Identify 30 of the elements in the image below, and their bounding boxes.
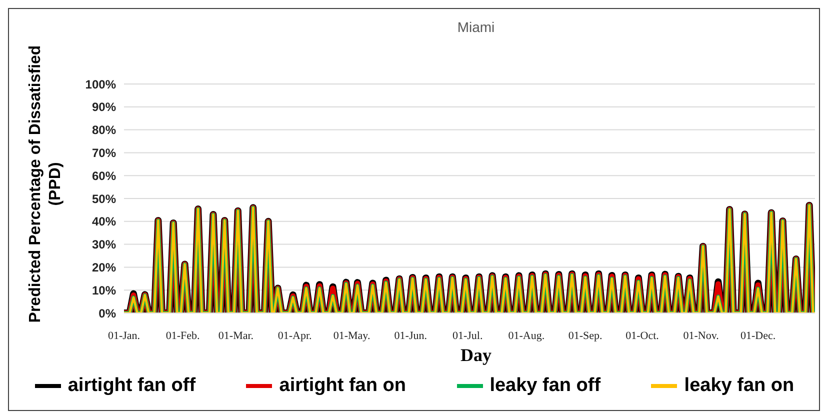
legend-label: airtight fan off bbox=[68, 375, 196, 397]
legend-label: leaky fan on bbox=[684, 375, 794, 397]
y-tick-label: 40% bbox=[92, 214, 116, 229]
y-tick-label: 100% bbox=[85, 77, 116, 92]
y-tick-label: 80% bbox=[92, 123, 116, 138]
x-tick-label: 01-Oct. bbox=[626, 330, 660, 342]
y-tick-label: 90% bbox=[92, 100, 116, 114]
chart-title: Miami bbox=[456, 19, 496, 35]
y-tick-label: 0% bbox=[98, 306, 116, 320]
x-tick-label: 01-Mar. bbox=[218, 330, 254, 342]
x-tick-label: 01-May. bbox=[333, 330, 370, 342]
x-tick-label: 01-Feb. bbox=[166, 330, 200, 342]
y-tick-label: 50% bbox=[92, 192, 116, 206]
y-tick-label: 10% bbox=[92, 283, 116, 298]
x-tick-label: 01-Nov. bbox=[683, 330, 720, 342]
x-axis-title: Day bbox=[460, 344, 492, 367]
x-tick-label: 01-Aug. bbox=[508, 330, 545, 342]
x-tick-label: 01-Jun. bbox=[394, 330, 428, 342]
x-tick-label: 01-Apr. bbox=[278, 330, 312, 342]
legend-label: leaky fan off bbox=[490, 375, 601, 397]
legend-label: airtight fan on bbox=[279, 375, 406, 397]
x-tick-label: 01-Jan. bbox=[108, 330, 140, 342]
x-tick-label: 01-Sep. bbox=[568, 330, 602, 342]
y-tick-label: 30% bbox=[92, 238, 116, 252]
x-tick-label: 01-Dec. bbox=[740, 330, 776, 342]
x-tick-label: 01-Jul. bbox=[452, 330, 483, 342]
y-tick-label: 70% bbox=[92, 146, 116, 160]
y-axis-title: Predicted Percentage of Dissatisfied (PPD) bbox=[26, 44, 65, 325]
y-tick-label: 60% bbox=[92, 168, 116, 183]
y-tick-label: 20% bbox=[92, 260, 116, 274]
